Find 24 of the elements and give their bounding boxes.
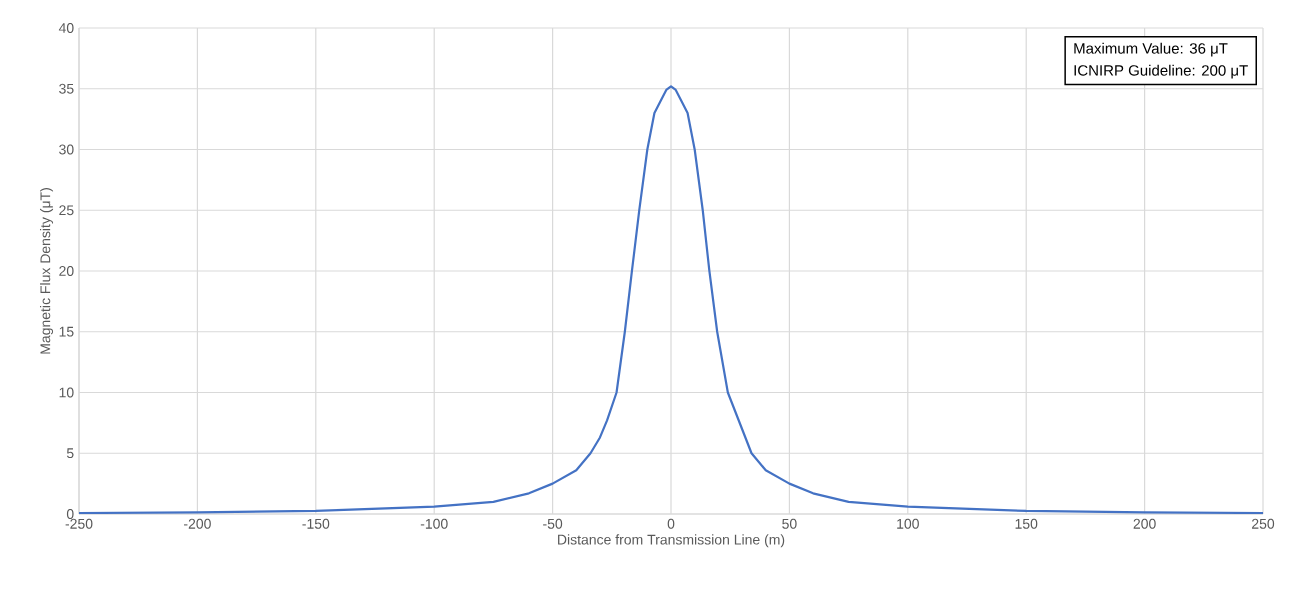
x-tick-label: 200	[1133, 518, 1156, 529]
x-tick-label: 100	[897, 518, 919, 529]
x-tick-label: -100	[420, 518, 448, 529]
y-tick-label: 30	[59, 144, 74, 155]
x-tick-label: -200	[184, 518, 211, 529]
annotation: ICNIRP Guideline: 200 μT	[1074, 64, 1248, 79]
y-tick-label: 20	[59, 266, 74, 276]
x-tick-label: -250	[65, 518, 93, 529]
y-tick-label: 25	[59, 205, 74, 216]
y-axis-title: Magnetic Flux Density (μT)	[40, 188, 54, 354]
x-axis-title: Distance from Transmission Line (m)	[558, 534, 785, 548]
y-tick-label: 15	[59, 326, 74, 337]
x-tick-label: 0	[667, 518, 675, 529]
x-tick-label: -50	[543, 518, 563, 529]
x-tick-label: 250	[1252, 518, 1275, 529]
x-tick-label: 50	[782, 518, 797, 529]
y-tick-label: 0	[66, 509, 74, 519]
y-tick-label: 35	[59, 83, 74, 94]
annotation: Maximum Value: 36 μT	[1074, 42, 1228, 57]
x-tick-label: 150	[1015, 518, 1038, 529]
y-tick-label: 10	[59, 387, 74, 398]
y-tick-label: 5	[66, 448, 74, 459]
y-tick-label: 40	[58, 23, 74, 33]
x-tick-label: -150	[302, 518, 330, 529]
